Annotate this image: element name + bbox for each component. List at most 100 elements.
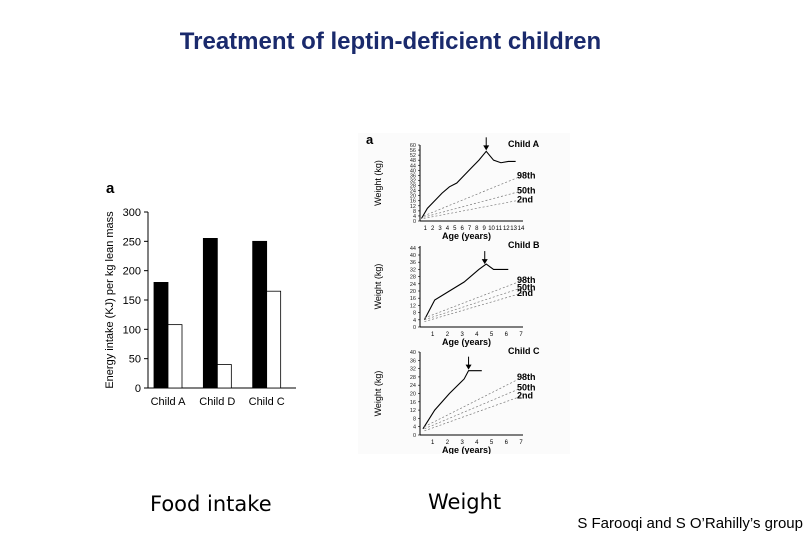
- growth-y-tick-label: 0: [413, 325, 416, 331]
- growth-x-tick-label: 7: [468, 226, 472, 232]
- growth-y-tick-label: 16: [410, 296, 416, 302]
- growth-x-tick-label: 5: [490, 440, 494, 446]
- treatment-arrowhead: [481, 259, 488, 265]
- growth-series-child-b: [423, 263, 509, 321]
- growth-x-tick-label: 7: [519, 332, 523, 338]
- growth-x-tick-label: 1: [424, 226, 428, 232]
- bar-y-tick-label: 200: [123, 266, 141, 278]
- credit-text: S Farooqi and S O’Rahilly’s group: [577, 515, 803, 532]
- growth-y-tick-label: 24: [410, 282, 416, 288]
- growth-y-tick-label: 0: [413, 433, 416, 439]
- growth-y-tick-label: 44: [410, 246, 416, 252]
- growth-x-tick-label: 6: [460, 226, 464, 232]
- growth-x-tick-label: 5: [490, 332, 494, 338]
- growth-y-tick-label: 44: [410, 163, 416, 169]
- growth-x-tick-label: 1: [431, 440, 435, 446]
- growth-y-tick-label: 36: [410, 358, 416, 364]
- growth-x-tick-label: 6: [505, 332, 509, 338]
- growth-y-tick-label: 56: [410, 148, 416, 154]
- growth-y-tick-label: 28: [410, 184, 416, 190]
- growth-y-tick-label: 32: [410, 178, 416, 184]
- growth-x-tick-label: 9: [483, 226, 487, 232]
- growth-y-axis-label: Weight (kg): [373, 264, 383, 310]
- growth-y-tick-label: 40: [410, 168, 416, 174]
- growth-series-2nd: [424, 292, 524, 322]
- growth-y-tick-label: 60: [410, 143, 416, 149]
- growth-x-tick-label: 10: [488, 226, 495, 232]
- growth-series-50th: [424, 386, 524, 430]
- bar-before: [153, 282, 169, 389]
- bar-category-label: Child C: [249, 396, 285, 408]
- growth-series-50th: [423, 190, 524, 218]
- growth-percentile-label: 98th: [517, 170, 536, 180]
- bar-category-label: Child D: [199, 396, 235, 408]
- growth-y-tick-label: 0: [413, 219, 416, 225]
- growth-y-tick-label: 32: [410, 367, 416, 373]
- growth-x-tick-label: 4: [475, 332, 479, 338]
- growth-percentile-label: 50th: [517, 382, 536, 392]
- growth-y-tick-label: 28: [410, 375, 416, 381]
- growth-percentile-label: 98th: [517, 372, 536, 382]
- growth-x-tick-label: 12: [503, 226, 510, 232]
- growth-percentile-label: 50th: [517, 186, 536, 196]
- bar-y-tick-label: 50: [129, 354, 141, 366]
- growth-y-tick-label: 48: [410, 158, 416, 164]
- bar-category-label: Child A: [151, 396, 187, 408]
- treatment-arrowhead: [465, 364, 472, 370]
- growth-y-tick-label: 16: [410, 199, 416, 205]
- growth-x-tick-label: 1: [431, 332, 435, 338]
- growth-y-tick-label: 40: [410, 350, 416, 356]
- growth-x-tick-label: 4: [446, 226, 450, 232]
- treatment-arrowhead: [483, 145, 490, 151]
- growth-y-tick-label: 12: [410, 408, 416, 414]
- bar-y-tick-label: 150: [123, 295, 141, 307]
- growth-x-tick-label: 8: [475, 226, 479, 232]
- growth-percentile-label: 2nd: [517, 194, 533, 204]
- caption-weight: Weight: [428, 490, 502, 514]
- growth-percentile-label: 50th: [517, 282, 536, 292]
- growth-y-tick-label: 20: [410, 392, 416, 398]
- growth-series-2nd: [424, 395, 524, 432]
- weight-chart-panel: [358, 133, 570, 454]
- growth-series-child-a: [420, 150, 516, 219]
- growth-panel-label: a: [366, 133, 374, 147]
- growth-y-tick-label: 8: [413, 311, 416, 317]
- growth-child-title: Child B: [508, 240, 540, 250]
- growth-y-tick-label: 52: [410, 153, 416, 159]
- growth-y-tick-label: 40: [410, 253, 416, 259]
- growth-y-tick-label: 16: [410, 400, 416, 406]
- growth-x-tick-label: 3: [460, 440, 464, 446]
- growth-x-tick-label: 2: [446, 332, 450, 338]
- growth-y-tick-label: 8: [413, 209, 416, 215]
- growth-y-tick-label: 8: [413, 416, 416, 422]
- growth-percentile-label: 2nd: [517, 391, 533, 401]
- growth-y-tick-label: 24: [410, 383, 416, 389]
- caption-food-intake: Food intake: [150, 492, 272, 516]
- slide-title: Treatment of leptin-deficient children: [179, 28, 602, 55]
- growth-x-tick-label: 3: [438, 226, 442, 232]
- growth-y-tick-label: 24: [410, 189, 416, 195]
- growth-y-tick-label: 4: [413, 214, 416, 220]
- growth-y-tick-label: 20: [410, 289, 416, 295]
- growth-percentile-label: 2nd: [517, 288, 533, 298]
- growth-percentile-label: 98th: [517, 275, 536, 285]
- growth-x-tick-label: 6: [505, 440, 509, 446]
- bar-after: [216, 364, 232, 389]
- growth-series-98th: [423, 175, 524, 217]
- growth-y-tick-label: 28: [410, 275, 416, 281]
- growth-y-axis-label: Weight (kg): [373, 160, 383, 206]
- growth-x-axis-label: Age (years): [442, 231, 491, 241]
- bar-before: [202, 238, 218, 389]
- growth-y-tick-label: 12: [410, 204, 416, 210]
- growth-x-tick-label: 2: [446, 440, 450, 446]
- food-intake-bar-chart: a Energy intake (KJ) per kg lean mass 0 50 1…: [104, 180, 296, 408]
- growth-y-tick-label: 4: [413, 425, 416, 431]
- growth-y-tick-label: 32: [410, 267, 416, 273]
- bar-before: [252, 240, 268, 389]
- growth-child-title: Child C: [508, 346, 540, 356]
- bar-y-tick-label: 100: [123, 324, 141, 336]
- growth-y-tick-label: 12: [410, 303, 416, 309]
- growth-x-tick-label: 14: [518, 226, 525, 232]
- growth-y-tick-label: 36: [410, 260, 416, 266]
